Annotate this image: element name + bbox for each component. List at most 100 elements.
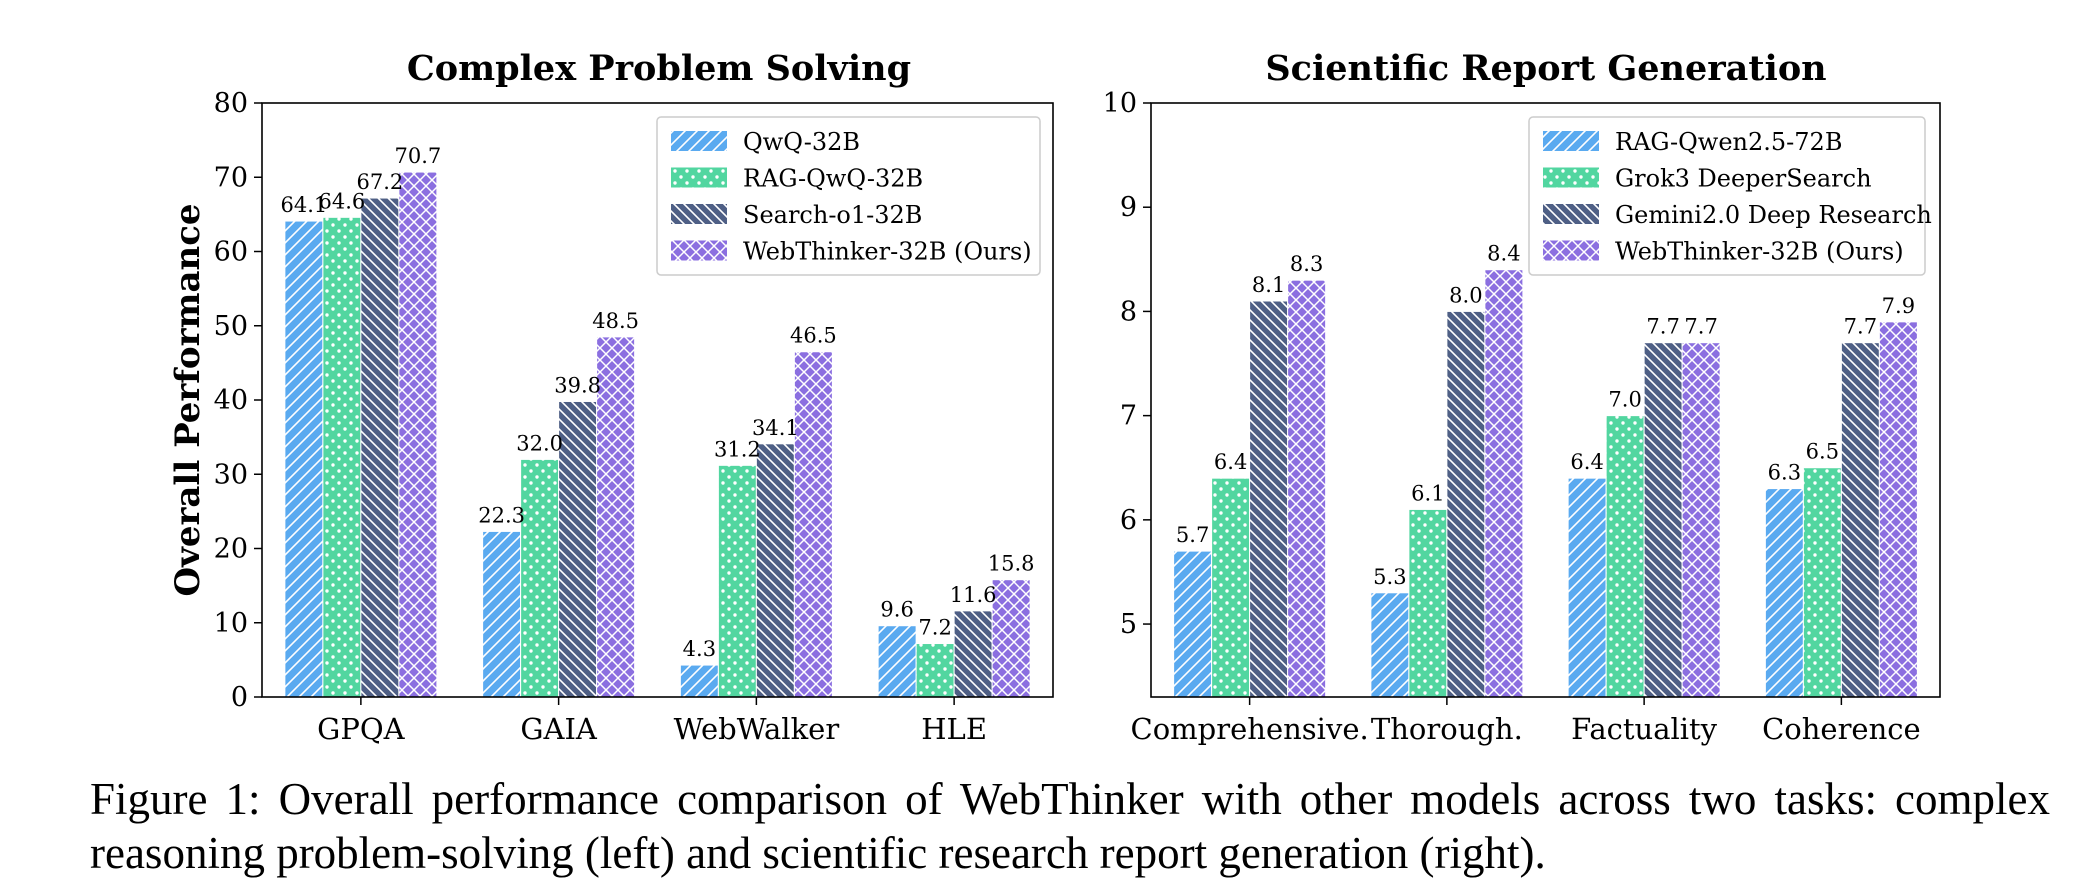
legend-entry-label: Search-o1-32B <box>743 201 922 229</box>
bars <box>1173 269 1918 698</box>
y-tick-label: 7 <box>1120 401 1137 432</box>
data-label: 9.6 <box>880 598 913 622</box>
x-category-label: Factuality <box>1571 712 1718 746</box>
legend-entry-label: Gemini2.0 Deep Research <box>1615 201 1932 229</box>
bar-factuality-gemini2-0-deep-research <box>1643 342 1683 698</box>
bar-factuality-webthinker-32b-ours <box>1681 342 1721 698</box>
bar-gaia-search-o1-32b <box>558 400 598 698</box>
y-tick-label: 60 <box>214 237 248 268</box>
bar-hle-rag-qwq-32b <box>915 643 955 698</box>
data-label: 11.6 <box>950 583 997 607</box>
category-labels: Comprehensive. Thorough. Factuality Coheren… <box>1131 697 1921 746</box>
plot-frame <box>261 102 1054 698</box>
x-category-label: Comprehensive. <box>1131 712 1369 746</box>
data-label: 67.2 <box>356 170 403 194</box>
x-category-label: Coherence <box>1762 712 1921 746</box>
bars <box>284 171 1031 698</box>
data-labels: 5.76.48.18.35.36.18.08.46.47.07.7 7.76.36… <box>1176 242 1915 589</box>
bar-gaia-qwq-32b <box>482 530 522 698</box>
legend-swatch <box>1543 204 1599 224</box>
bar-coherence-webthinker-32b-ours <box>1878 321 1918 698</box>
bar-webwalker-search-o1-32b <box>755 443 795 698</box>
data-label: 7.7 <box>1684 315 1717 339</box>
chart-title: Scientific Report Generation <box>1265 48 1826 89</box>
data-label: 22.3 <box>478 503 525 527</box>
data-label: 32.0 <box>516 431 563 455</box>
bar-hle-qwq-32b <box>877 625 917 698</box>
bar-thorough-grok3-deepersearch <box>1408 508 1448 698</box>
data-label: 64.6 <box>318 189 365 213</box>
legend-swatch <box>671 131 727 151</box>
bar-hle-webthinker-32b-ours <box>991 579 1031 698</box>
data-label: 6.4 <box>1570 450 1603 474</box>
bar-coherence-gemini2-0-deep-research <box>1840 342 1880 698</box>
data-label: 8.0 <box>1449 283 1482 307</box>
bar-comprehensive-grok3-deepersearch <box>1211 477 1251 698</box>
bar-comprehensive-rag-qwen2-5-72b <box>1173 550 1213 698</box>
y-tick-label: 6 <box>1120 505 1137 536</box>
data-label: 7.7 <box>1844 315 1877 339</box>
legend-entry-label: RAG-QwQ-32B <box>743 165 923 193</box>
y-tick-label: 50 <box>214 311 248 342</box>
legend-entry-label: WebThinker-32B (Ours) <box>743 238 1032 266</box>
y-tick-label: 80 <box>214 88 248 119</box>
data-label: 6.4 <box>1214 450 1247 474</box>
bar-webwalker-qwq-32b <box>679 664 719 698</box>
bar-webwalker-webthinker-32b-ours <box>793 351 833 698</box>
legend: QwQ-32B RAG-QwQ-32B Search-o1-32B WebThinke… <box>656 116 1041 276</box>
data-label: 6.5 <box>1806 440 1839 464</box>
legend-swatch <box>1543 167 1599 188</box>
x-category-label: WebWalker <box>674 712 840 746</box>
chart-title: Complex Problem Solving <box>407 48 911 89</box>
x-category-label: GAIA <box>520 712 598 746</box>
bar-gpqa-rag-qwq-32b <box>322 216 362 698</box>
y-tick-label: 40 <box>214 385 248 416</box>
data-label: 7.7 <box>1646 315 1679 339</box>
x-category-label: Thorough. <box>1371 712 1523 746</box>
data-label: 46.5 <box>790 324 837 348</box>
legend-entry-label: Grok3 DeeperSearch <box>1615 165 1872 193</box>
data-label: 6.3 <box>1768 461 1801 485</box>
data-label: 48.5 <box>592 309 639 333</box>
category-labels: GPQA GAIA WebWalker HLE <box>317 697 987 746</box>
bar-coherence-grok3-deepersearch <box>1802 467 1842 698</box>
legend-swatch <box>671 167 727 188</box>
bar-hle-search-o1-32b <box>953 610 993 698</box>
data-label: 5.3 <box>1373 565 1406 589</box>
bar-gaia-webthinker-32b-ours <box>596 336 636 698</box>
y-ticks: 5 6 7 8 9 10 <box>1103 88 1151 640</box>
legend-box <box>656 116 1041 276</box>
y-tick-label: 9 <box>1120 192 1137 223</box>
y-tick-label: 0 <box>231 682 248 713</box>
data-label: 70.7 <box>394 144 441 168</box>
data-label: 15.8 <box>988 552 1035 576</box>
data-label: 7.0 <box>1608 388 1641 412</box>
chart-scientific-report-generation: Scientific Report Generation 5 6 7 8 9 10 5.7… <box>1103 48 1941 746</box>
data-label: 7.2 <box>918 616 951 640</box>
bar-gpqa-webthinker-32b-ours <box>398 171 438 698</box>
bar-factuality-rag-qwen2-5-72b <box>1567 477 1607 698</box>
bar-gpqa-search-o1-32b <box>360 197 400 698</box>
legend-swatch <box>1543 240 1599 261</box>
bar-webwalker-rag-qwq-32b <box>717 464 757 698</box>
data-label: 31.2 <box>714 437 761 461</box>
y-axis-label: Overall Performance <box>168 203 208 596</box>
plot-frame <box>1150 102 1941 698</box>
data-labels: 64.164.667.270.7 22.3 32.0 39.8 48.5 4.3 31.23… <box>280 144 1034 661</box>
legend: RAG-Qwen2.5-72B Grok3 DeeperSearch Gemini2… <box>1528 116 1932 276</box>
bar-factuality-grok3-deepersearch <box>1605 415 1645 698</box>
bar-comprehensive-gemini2-0-deep-research <box>1249 300 1289 698</box>
legend-swatch <box>671 240 727 261</box>
legend-swatch <box>1543 131 1599 151</box>
data-label: 8.4 <box>1487 242 1520 266</box>
legend-entry-label: RAG-Qwen2.5-72B <box>1615 128 1842 156</box>
data-label: 7.9 <box>1882 294 1915 318</box>
chart-complex-problem-solving: Complex Problem Solving Overall Performa… <box>168 48 1054 746</box>
y-ticks: 0 10 20 30 40 50 60 70 80 <box>214 88 262 713</box>
data-label: 64.1 <box>280 193 327 217</box>
data-label: 8.1 <box>1252 273 1285 297</box>
y-tick-label: 5 <box>1120 609 1137 640</box>
data-label: 6.1 <box>1411 481 1444 505</box>
x-category-label: HLE <box>921 712 987 746</box>
data-label: 5.7 <box>1176 523 1209 547</box>
